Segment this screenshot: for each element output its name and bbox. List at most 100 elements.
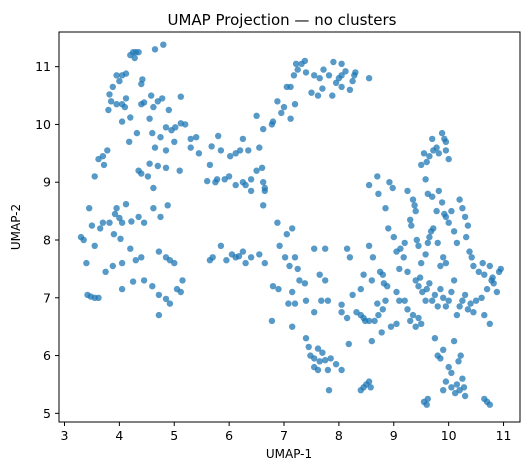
data-point bbox=[261, 187, 268, 195]
data-point bbox=[281, 254, 289, 261]
data-point bbox=[379, 271, 386, 278]
data-point bbox=[404, 187, 411, 195]
data-point bbox=[322, 277, 329, 284]
data-point bbox=[486, 320, 493, 327]
data-point bbox=[408, 222, 415, 229]
data-point bbox=[346, 86, 354, 94]
data-point bbox=[301, 57, 309, 65]
data-point bbox=[429, 135, 436, 143]
data-point bbox=[269, 118, 277, 125]
data-point bbox=[150, 205, 157, 212]
data-point bbox=[126, 138, 133, 145]
data-point bbox=[379, 306, 386, 313]
data-point bbox=[302, 335, 310, 342]
data-point bbox=[162, 147, 170, 154]
data-point bbox=[106, 219, 113, 226]
data-point bbox=[140, 277, 148, 284]
data-point bbox=[151, 144, 159, 151]
data-point bbox=[311, 309, 318, 316]
data-point bbox=[442, 303, 450, 310]
data-point bbox=[91, 173, 98, 180]
data-point bbox=[445, 297, 452, 304]
data-point bbox=[407, 216, 414, 223]
data-point bbox=[374, 173, 381, 180]
data-point bbox=[409, 196, 417, 203]
data-point bbox=[138, 254, 145, 261]
data-point bbox=[426, 233, 433, 241]
data-point bbox=[423, 158, 430, 166]
data-point bbox=[118, 219, 126, 226]
data-point bbox=[319, 349, 326, 356]
data-point bbox=[431, 291, 439, 299]
data-point bbox=[157, 213, 164, 221]
data-point bbox=[291, 101, 299, 108]
data-point bbox=[242, 259, 249, 267]
data-point bbox=[253, 167, 260, 174]
data-point bbox=[433, 207, 440, 215]
data-point bbox=[360, 271, 367, 278]
data-points bbox=[77, 41, 504, 408]
data-point bbox=[155, 248, 163, 255]
data-point bbox=[438, 199, 446, 206]
data-point bbox=[338, 60, 345, 67]
data-point bbox=[294, 265, 301, 273]
data-point bbox=[456, 303, 463, 310]
data-point bbox=[342, 68, 349, 75]
data-point bbox=[464, 306, 472, 313]
data-point bbox=[127, 245, 134, 252]
data-point bbox=[401, 239, 408, 247]
data-point bbox=[422, 251, 429, 258]
data-point bbox=[424, 239, 431, 247]
data-point bbox=[488, 277, 495, 284]
data-point bbox=[440, 346, 447, 353]
data-point bbox=[389, 184, 396, 192]
data-point bbox=[325, 387, 333, 394]
data-point bbox=[329, 92, 336, 99]
data-point bbox=[166, 300, 174, 307]
data-point bbox=[346, 254, 354, 261]
data-point bbox=[332, 361, 340, 368]
data-point bbox=[453, 311, 461, 319]
x-tick-label: 4 bbox=[115, 428, 123, 443]
data-point bbox=[294, 66, 301, 73]
data-point bbox=[349, 291, 356, 299]
chart-title: UMAP Projection — no clusters bbox=[168, 11, 397, 29]
data-point bbox=[258, 164, 266, 171]
data-point bbox=[457, 352, 464, 359]
data-point bbox=[155, 291, 163, 299]
data-point bbox=[374, 300, 381, 307]
data-point bbox=[274, 98, 281, 105]
data-point bbox=[99, 153, 107, 160]
data-point bbox=[433, 144, 440, 151]
data-point bbox=[236, 147, 244, 154]
data-point bbox=[343, 245, 351, 252]
data-point bbox=[450, 277, 458, 284]
data-point bbox=[437, 262, 444, 270]
data-point bbox=[100, 161, 108, 169]
data-point bbox=[118, 285, 126, 293]
data-point bbox=[140, 219, 148, 226]
data-point bbox=[401, 297, 408, 304]
data-point bbox=[448, 384, 455, 391]
data-point bbox=[461, 213, 469, 221]
data-point bbox=[316, 358, 323, 365]
data-point bbox=[132, 257, 139, 264]
data-point bbox=[387, 323, 395, 330]
data-point bbox=[481, 311, 488, 319]
data-point bbox=[478, 294, 485, 301]
y-axis: 5 6 7 8 9 10 11 bbox=[35, 59, 59, 421]
data-point bbox=[121, 103, 129, 111]
data-point bbox=[187, 135, 194, 143]
data-point bbox=[122, 95, 130, 102]
x-tick-label: 9 bbox=[390, 428, 398, 443]
data-point bbox=[324, 366, 332, 374]
data-point bbox=[400, 254, 407, 261]
data-point bbox=[479, 259, 486, 267]
data-point bbox=[493, 288, 501, 296]
data-point bbox=[415, 314, 422, 322]
data-point bbox=[102, 268, 109, 275]
data-point bbox=[225, 173, 233, 180]
data-point bbox=[415, 242, 422, 249]
data-point bbox=[140, 99, 148, 106]
data-point bbox=[113, 205, 120, 212]
